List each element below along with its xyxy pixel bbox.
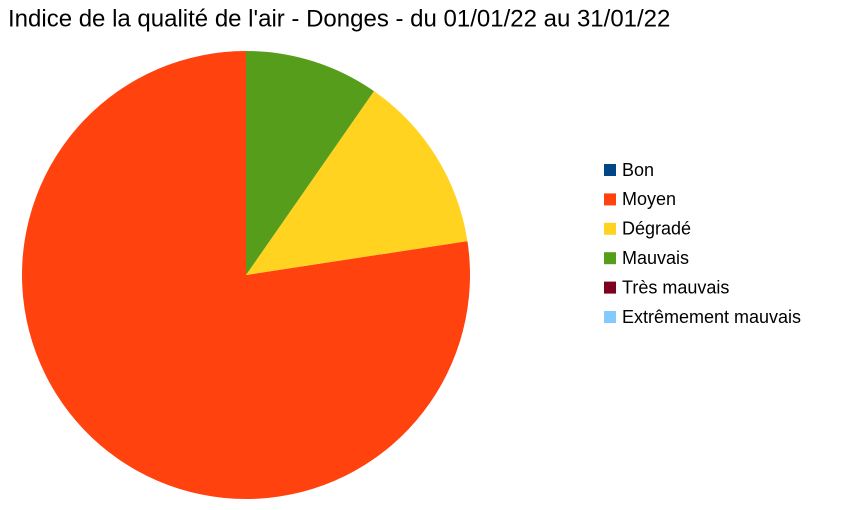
- legend-swatch: [604, 252, 616, 265]
- chart-title: Indice de la qualité de l'air - Donges -…: [8, 5, 670, 32]
- legend-swatch: [604, 164, 616, 176]
- legend-label: Extrêmement mauvais: [622, 307, 801, 327]
- legend-label: Bon: [622, 160, 654, 180]
- legend-label: Dégradé: [622, 219, 691, 239]
- legend-label: Très mauvais: [622, 277, 729, 297]
- legend-label: Mauvais: [622, 248, 689, 268]
- pie-slice: [246, 91, 468, 275]
- legend-label: Moyen: [622, 189, 676, 209]
- legend-swatch: [604, 311, 616, 323]
- legend-swatch: [604, 222, 616, 235]
- pie-slice: [22, 51, 470, 499]
- pie-slice: [246, 51, 374, 275]
- legend-swatch: [604, 193, 616, 206]
- legend-swatch: [604, 281, 616, 294]
